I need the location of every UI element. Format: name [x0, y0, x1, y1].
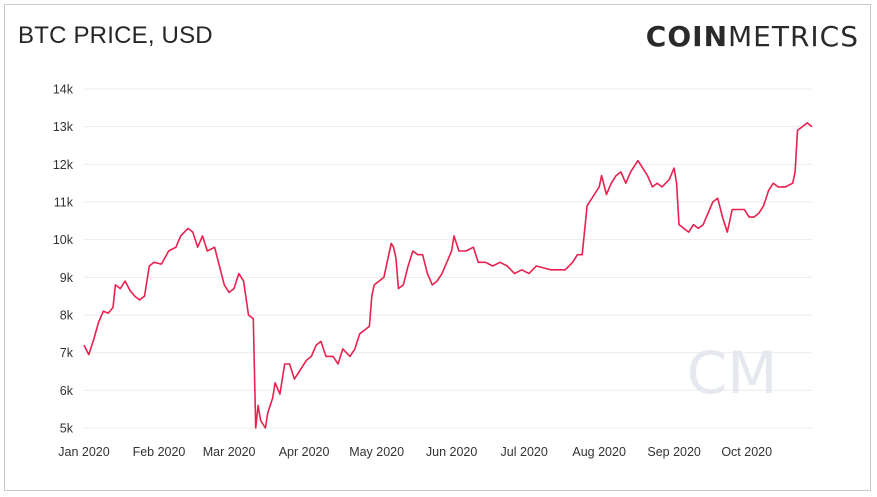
y-tick-label: 8k	[60, 309, 74, 323]
x-tick-label: Jan 2020	[58, 445, 109, 459]
x-tick-label: Oct 2020	[721, 445, 772, 459]
x-axis-ticks: Jan 2020 Feb 2020 Mar 2020 Apr 2020 May 2020…	[58, 445, 772, 459]
x-tick-label: Feb 2020	[133, 445, 186, 459]
x-tick-label: Jul 2020	[501, 445, 548, 459]
logo-light-text: METRICS	[728, 20, 859, 53]
x-tick-label: Sep 2020	[647, 445, 701, 459]
coinmetrics-logo: COINMETRICS	[646, 20, 859, 53]
y-tick-label: 5k	[60, 422, 74, 436]
y-axis-ticks: 5k 6k 7k 8k 9k 10k 11k 12k 13k 14k	[53, 83, 74, 436]
x-tick-label: Mar 2020	[203, 445, 256, 459]
y-tick-label: 12k	[53, 158, 74, 172]
logo-bold-text: COIN	[645, 20, 728, 53]
x-tick-label: Jun 2020	[426, 445, 477, 459]
grid-lines	[84, 88, 812, 429]
y-tick-label: 13k	[53, 120, 74, 134]
y-tick-label: 10k	[53, 233, 74, 247]
chart-frame	[4, 4, 871, 491]
y-tick-label: 14k	[53, 83, 74, 97]
x-tick-label: May 2020	[349, 445, 404, 459]
cm-watermark: CM	[687, 339, 778, 407]
y-tick-label: 11k	[54, 196, 74, 210]
x-tick-label: Apr 2020	[279, 445, 330, 459]
y-tick-label: 6k	[60, 384, 74, 398]
y-tick-label: 7k	[60, 346, 74, 360]
price-line	[83, 122, 813, 429]
chart-title: BTC PRICE, USD	[18, 22, 213, 49]
x-tick-label: Aug 2020	[572, 445, 626, 459]
y-tick-label: 9k	[60, 271, 74, 285]
